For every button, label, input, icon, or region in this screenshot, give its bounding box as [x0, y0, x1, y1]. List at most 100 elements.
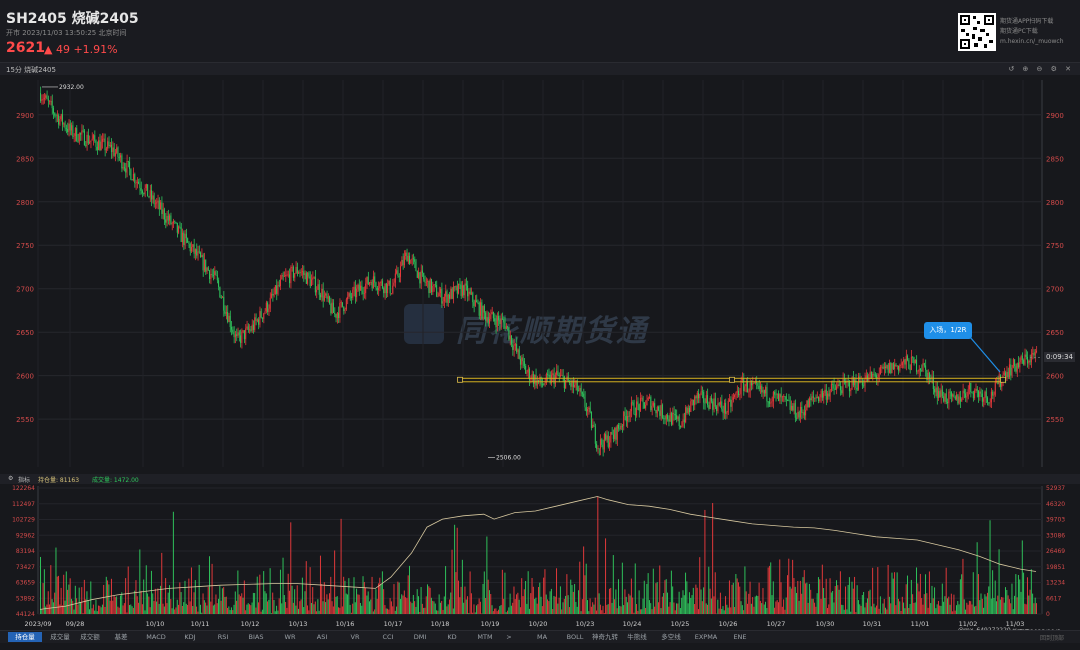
candle-body	[189, 244, 191, 252]
indicator-tab[interactable]: KD	[447, 633, 457, 641]
volume-bar	[408, 565, 410, 614]
volume-bar	[580, 611, 582, 614]
indicator-tab[interactable]: 牛熊线	[627, 633, 647, 641]
candle-body	[322, 288, 324, 301]
volume-bar	[941, 583, 943, 614]
volume-bar	[383, 589, 385, 614]
candle-body	[767, 401, 769, 403]
chart-controls[interactable]: ↺ ⊕ ⊖ ⚙ ✕	[1008, 65, 1074, 73]
candle-body	[201, 255, 203, 258]
indicator-tab[interactable]: BIAS	[248, 633, 264, 641]
indicator-tab[interactable]: 成交量	[50, 633, 70, 641]
indicator-tab[interactable]: CCI	[382, 633, 394, 641]
volume-bar	[852, 588, 854, 614]
candle-body	[670, 413, 672, 425]
volume-bar	[264, 591, 266, 614]
volume-bar	[874, 607, 876, 614]
indicator-tab[interactable]: MA	[536, 633, 548, 641]
candle-body	[512, 344, 514, 350]
volume-bar	[58, 575, 60, 614]
candle-body	[892, 363, 894, 370]
candle-body	[452, 286, 454, 299]
indicator-tab[interactable]: 基差	[114, 633, 128, 641]
candle-body	[405, 252, 407, 257]
indicator-tab[interactable]: 持仓量	[8, 632, 42, 642]
candle-body	[940, 389, 942, 398]
candle-body	[894, 364, 896, 370]
candle-body	[246, 326, 248, 329]
volume-bar	[366, 595, 368, 614]
candle-body	[805, 410, 807, 416]
candle-body	[263, 313, 265, 319]
indicator-settings-icon[interactable]: ⚙	[8, 475, 14, 482]
candle-body	[585, 407, 587, 412]
candle-body	[258, 319, 260, 325]
volume-bar	[688, 592, 690, 614]
indicator-tab[interactable]: EXPMA	[694, 633, 718, 641]
indicator-tab[interactable]: ASI	[316, 633, 328, 641]
candle-body	[837, 384, 839, 387]
candle-body	[597, 448, 599, 450]
indicator-tab[interactable]: 成交额	[80, 633, 100, 641]
candle-body	[583, 393, 585, 397]
candle-body	[794, 403, 796, 418]
back-to-top-button[interactable]: 回到顶部	[1040, 635, 1065, 642]
volume-bar	[523, 589, 525, 614]
candle-body	[590, 412, 592, 428]
volume-bar	[793, 578, 795, 614]
indicator-tab[interactable]: KDJ	[184, 633, 196, 641]
candle-body	[103, 138, 105, 140]
indicator-label[interactable]: 指标	[18, 477, 31, 484]
last-price: 2621	[6, 40, 45, 56]
volume-bar	[765, 601, 767, 614]
candle-body	[674, 413, 676, 416]
indicator-tab[interactable]: MACD	[146, 633, 166, 641]
indicator-tab[interactable]: DMI	[413, 633, 427, 641]
candle-body	[476, 300, 478, 303]
indicator-tab[interactable]: BOLL	[566, 633, 584, 641]
candle-body	[627, 416, 629, 422]
candle-body	[206, 267, 208, 272]
volume-bar	[665, 579, 667, 614]
volume-bar	[646, 583, 648, 614]
volume-bar	[130, 604, 132, 614]
candle-body	[806, 400, 808, 411]
volume-bar	[95, 599, 97, 614]
volume-bar	[1015, 574, 1017, 614]
indicator-tab[interactable]: 神奇九转	[592, 633, 618, 641]
volume-bar	[210, 601, 212, 614]
volume-bar	[623, 605, 625, 614]
volume-bar	[445, 566, 447, 614]
volume-bar	[336, 596, 338, 614]
volume-bar	[332, 606, 334, 614]
indicator-tab[interactable]: ENE	[733, 633, 747, 641]
volume-bar	[296, 585, 298, 614]
candle-body	[289, 274, 290, 284]
volume-bar	[1014, 595, 1016, 614]
volume-bar	[570, 579, 572, 614]
indicator-tab[interactable]: RSI	[217, 633, 229, 641]
candle-body	[451, 288, 453, 299]
candle-body	[826, 393, 828, 400]
indicator-tab[interactable]: VR	[350, 633, 360, 641]
candle-body	[264, 311, 266, 314]
volume-bar	[488, 590, 490, 614]
candle-body	[407, 255, 409, 262]
candle-body	[660, 404, 662, 416]
indicator-tab[interactable]: WR	[284, 633, 296, 641]
volume-bar	[797, 580, 799, 614]
indicator-tab[interactable]: 多空线	[661, 633, 681, 641]
candle-body	[285, 275, 287, 277]
candle-body	[704, 402, 706, 404]
candle-body	[793, 403, 795, 411]
candle-body	[975, 388, 977, 391]
indicator-tab[interactable]: MTM	[477, 633, 493, 641]
volume-bar	[65, 571, 67, 614]
vol-right-tick: 26469	[1046, 548, 1065, 555]
volume-bar	[611, 602, 613, 614]
candle-body	[99, 140, 101, 151]
candle-body	[247, 326, 249, 331]
indicator-tab[interactable]: >	[506, 633, 512, 641]
